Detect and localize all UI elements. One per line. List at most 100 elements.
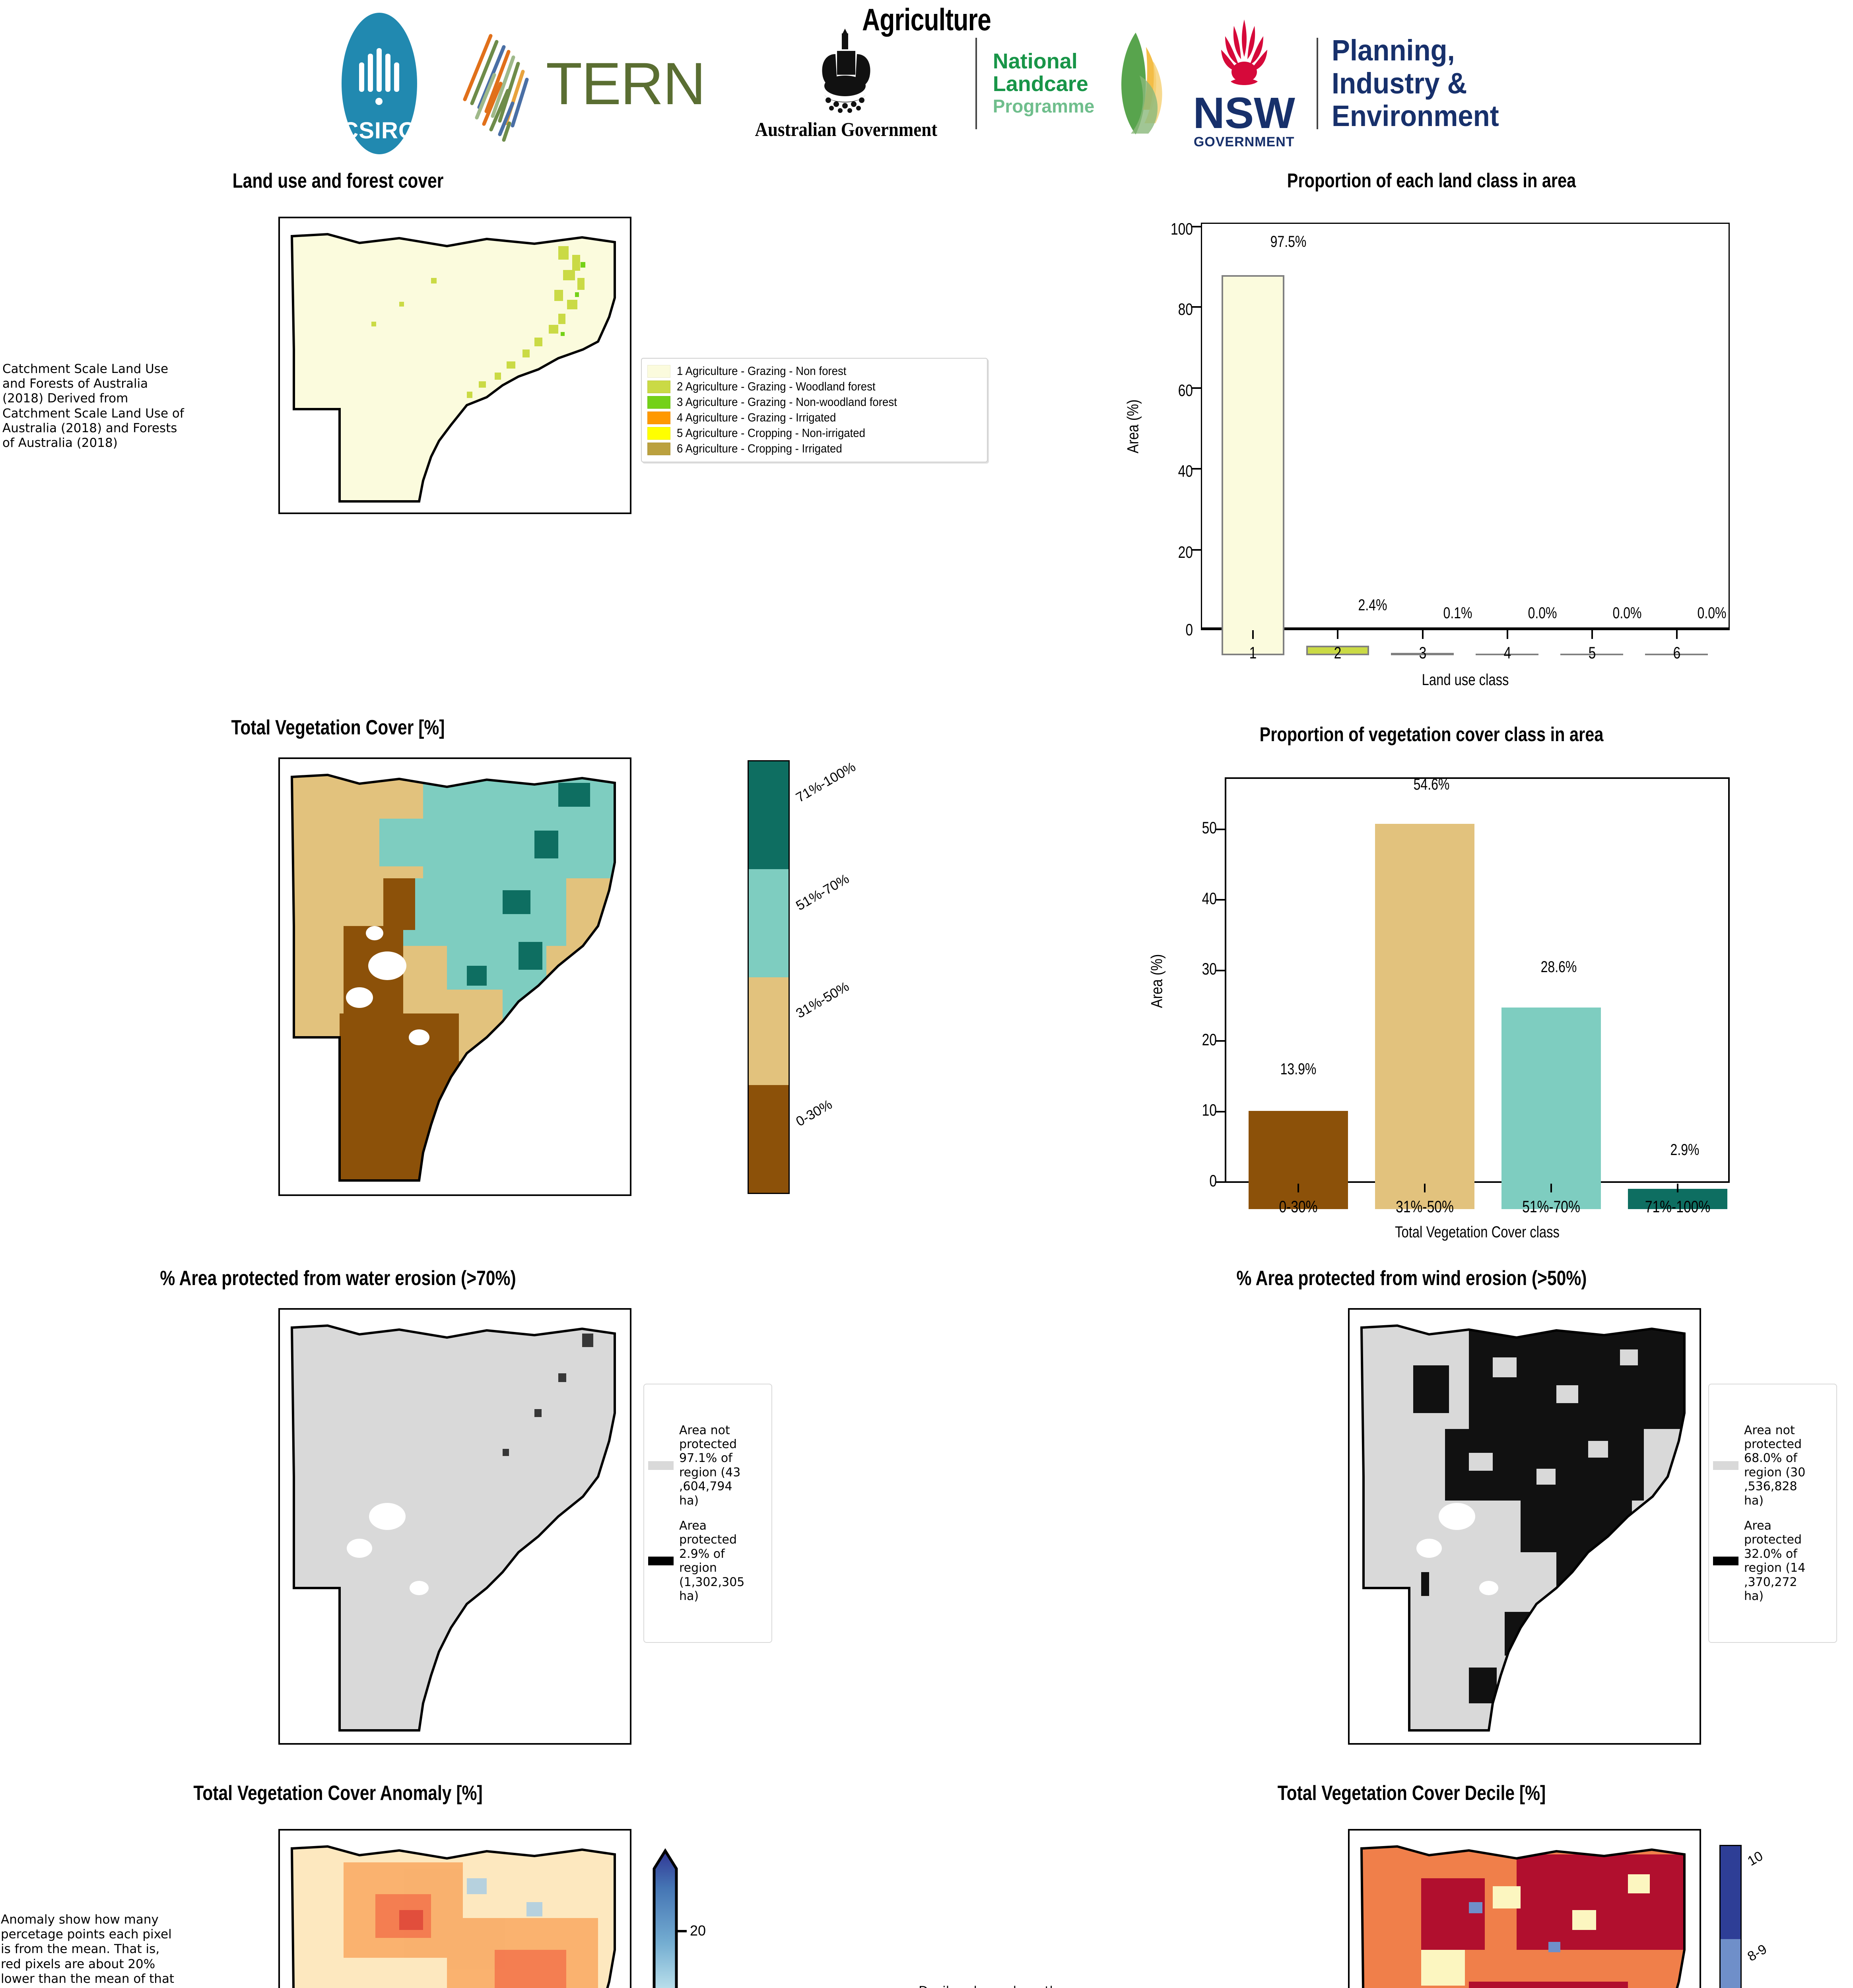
anomaly-explainer-note: Anomaly show how many percetage points e… [1, 1912, 175, 1988]
chart1-ytickmark [1192, 226, 1201, 227]
veg-cover-map-title: Total Vegetation Cover [%] [231, 716, 445, 739]
chart2-ytickmark [1216, 1111, 1225, 1112]
chart1-ytickmark [1192, 387, 1201, 389]
chart2-bar-0-30[interactable] [1249, 1111, 1348, 1209]
chart1-barlabel-6: 0.0% [1697, 604, 1727, 622]
chart2-ytickmark [1216, 1040, 1225, 1042]
chart1-ytick-60: 60 [1178, 381, 1193, 400]
cbar-label-31-50: 31%-50% [793, 978, 852, 1021]
planning-industry-environment-logo: Planning, Industry & Environment [1332, 34, 1511, 133]
vegclass-bar-chart[interactable]: 0 10 20 30 40 50 Area (%) 13.9% 54.6% 28… [1148, 776, 1730, 1241]
cbar-seg-31-50 [749, 977, 789, 1085]
tern-australia-icon [463, 34, 529, 142]
chart2-barlabel-31-50: 54.6% [1413, 776, 1450, 793]
chart1-xtick-2: 2 [1334, 643, 1342, 662]
chart1-xtickmark [1422, 630, 1424, 639]
commonwealth-coat-of-arms-icon [822, 29, 870, 113]
chart1-x-axis-label: Land use class [1422, 671, 1509, 689]
chart2-plot-frame [1225, 777, 1730, 1183]
legend-label-6: 6 Agriculture - Cropping - Irrigated [677, 442, 842, 455]
anomaly-tick-20: 20 [690, 1922, 706, 1939]
chart1-bar-5[interactable] [1560, 654, 1623, 655]
anomaly-map-graphic [290, 1845, 616, 1988]
decile-map-graphic [1360, 1845, 1686, 1988]
csiro-logo: CSIRO [341, 13, 417, 154]
cbar-seg-0-30 [749, 1085, 789, 1193]
anomaly-map[interactable] [278, 1829, 631, 1988]
legend-item: 6 Agriculture - Cropping - Irrigated [647, 442, 981, 456]
land-use-map[interactable] [278, 217, 631, 514]
chart2-ytick-30: 30 [1202, 959, 1217, 978]
chart1-bar-1[interactable] [1222, 275, 1284, 655]
chart1-xtick-3: 3 [1419, 643, 1427, 662]
pie-line2: Industry & [1332, 66, 1467, 100]
water-erosion-map-graphic [290, 1324, 616, 1732]
chart2-xtickmark [1424, 1184, 1426, 1192]
legend-label-5: 5 Agriculture - Cropping - Non-irrigated [677, 427, 866, 440]
cbar-seg-51-70 [749, 869, 789, 977]
chart2-ytick-10: 10 [1202, 1101, 1217, 1119]
chart2-ytickmark [1216, 899, 1225, 901]
chart2-xtickmark [1550, 1184, 1552, 1192]
veg-cover-colorbar [748, 760, 790, 1194]
decile-explainer-note: Deciles show where the pixel value lies … [919, 1984, 1086, 1988]
decile-seg-8-9 [1721, 1939, 1740, 1988]
australian-government-logo: Australian Government [745, 26, 948, 141]
landcare-line3: Programme [993, 95, 1095, 116]
chart2-ytick-0: 0 [1209, 1171, 1217, 1190]
landcare-line2: Landcare [993, 72, 1088, 96]
csiro-wordmark: CSIRO [342, 118, 417, 144]
chart1-xtick-1: 1 [1249, 643, 1257, 662]
legend-label-not-protected: Area not protected 97.1% of region (43 ,… [679, 1423, 741, 1508]
wind-erosion-map-graphic [1360, 1324, 1686, 1732]
legend-item: 2 Agriculture - Grazing - Woodland fores… [647, 380, 981, 394]
chart2-bar-51-70[interactable] [1501, 1008, 1601, 1209]
chart1-xtick-5: 5 [1588, 643, 1596, 662]
water-erosion-map[interactable] [278, 1308, 631, 1745]
legend-swatch-protected [648, 1557, 674, 1566]
legend-swatch-4 [647, 412, 670, 424]
chart1-ytick-80: 80 [1178, 300, 1193, 318]
chart1-xtickmark [1507, 630, 1508, 639]
anomaly-colorbar-graphic [653, 1848, 687, 1988]
legend-swatch-6 [647, 443, 670, 455]
chart1-ytick-100: 100 [1170, 219, 1193, 238]
chart1-xtick-4: 4 [1503, 643, 1511, 662]
landcare-line1: National [993, 49, 1078, 74]
legend-label-2: 2 Agriculture - Grazing - Woodland fores… [677, 380, 876, 393]
chart1-ytick-20: 20 [1178, 543, 1193, 561]
chart1-barlabel-5: 0.0% [1612, 604, 1642, 622]
chart2-ytick-20: 20 [1202, 1030, 1217, 1049]
land-use-map-graphic [290, 233, 616, 503]
cbar-label-0-30: 0-30% [793, 1097, 835, 1130]
legend-item: 1 Agriculture - Grazing - Non forest [647, 365, 981, 378]
legend-item: Area protected 32.0% of region (14 ,370,… [1713, 1519, 1832, 1603]
chart1-bar-4[interactable] [1476, 654, 1538, 655]
chart2-ytick-50: 50 [1202, 818, 1217, 837]
decile-seg-10 [1721, 1846, 1740, 1939]
legend-item: 4 Agriculture - Grazing - Irrigated [647, 411, 981, 425]
chart2-xtick-31-50: 31%-50% [1396, 1197, 1454, 1216]
decile-label-10: 10 [1745, 1848, 1766, 1869]
legend-item: Area protected 2.9% of region (1,302,305… [648, 1519, 767, 1603]
nsw-wordmark: NSW [1193, 89, 1296, 138]
wind-erosion-legend: Area not protected 68.0% of region (30 ,… [1708, 1384, 1837, 1643]
logo-divider-2 [1317, 38, 1319, 129]
landclass-bar-chart[interactable]: 100 80 60 40 20 0 Area (%) 97.5% 2.4% 0.… [1125, 219, 1730, 689]
chart2-ytickmark [1216, 970, 1225, 971]
veg-cover-map[interactable] [278, 757, 631, 1196]
chart1-bar-6[interactable] [1645, 654, 1708, 655]
chart2-ytick-40: 40 [1202, 889, 1217, 908]
decile-map[interactable] [1348, 1829, 1701, 1988]
cbar-label-51-70: 51%-70% [793, 871, 852, 914]
chart1-bar-3[interactable] [1391, 653, 1454, 655]
water-erosion-legend: Area not protected 97.1% of region (43 ,… [643, 1384, 772, 1643]
chart1-bar-2[interactable] [1306, 646, 1369, 655]
wind-erosion-map[interactable] [1348, 1308, 1701, 1745]
legend-swatch-1 [647, 365, 670, 378]
chart2-barlabel-71-100: 2.9% [1670, 1141, 1700, 1159]
legend-item: Area not protected 97.1% of region (43 ,… [648, 1423, 767, 1508]
chart2-bar-31-50[interactable] [1375, 824, 1474, 1209]
page-title: Agriculture [862, 2, 991, 37]
decile-colorbar [1719, 1845, 1742, 1988]
